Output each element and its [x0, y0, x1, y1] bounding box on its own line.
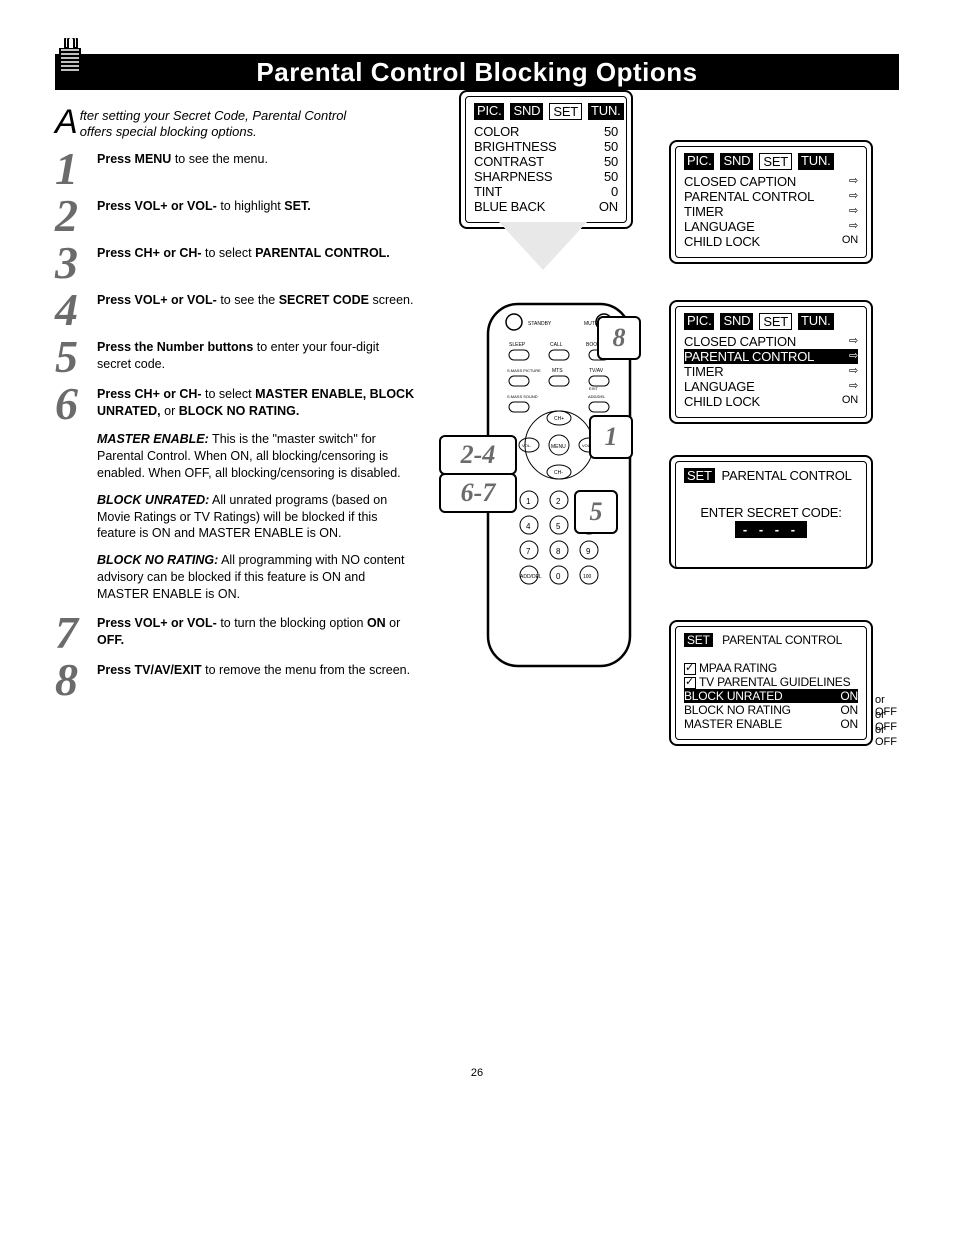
page-title-text: Parental Control Blocking Options	[256, 57, 697, 88]
step-8: 8Press TV/AV/EXIT to remove the menu fro…	[55, 660, 415, 699]
description: BLOCK UNRATED: All unrated programs (bas…	[97, 492, 415, 543]
svg-text:S.MASS PICTURE: S.MASS PICTURE	[507, 368, 541, 373]
book-icon	[55, 38, 87, 78]
description: MASTER ENABLE: This is the "master switc…	[97, 431, 415, 482]
step-4: 4Press VOL+ or VOL- to see the SECRET CO…	[55, 290, 415, 329]
step-1: 1Press MENU to see the menu.	[55, 149, 415, 188]
svg-text:1: 1	[526, 497, 531, 506]
osd-pic-menu: PIC. SND SET TUN. COLOR50BRIGHTNESS50CON…	[459, 90, 633, 229]
description: BLOCK NO RATING: All programming with NO…	[97, 552, 415, 603]
svg-text:8: 8	[556, 547, 561, 556]
step-3: 3Press CH+ or CH- to select PARENTAL CON…	[55, 243, 415, 282]
callout-6-7: 6-7	[439, 473, 517, 513]
svg-text:4: 4	[526, 522, 531, 531]
osd-set-menu-2: PIC. SND SET TUN. CLOSED CAPTION⇨PARENTA…	[669, 300, 873, 424]
page-title-bar: Parental Control Blocking Options	[55, 54, 899, 90]
osd-parental-control: SET PARENTAL CONTROL MPAA RATINGTV PAREN…	[669, 620, 873, 746]
callout-1: 1	[589, 415, 633, 459]
svg-text:ADD/DEL: ADD/DEL	[520, 574, 542, 580]
svg-text:SLEEP: SLEEP	[509, 342, 526, 348]
or-off-3: or OFF	[875, 724, 899, 748]
triangle-pointer	[499, 222, 599, 282]
svg-text:MTS: MTS	[552, 368, 563, 374]
intro-paragraph: After setting your Secret Code, Parental…	[55, 108, 375, 141]
svg-text:CH+: CH+	[554, 416, 564, 422]
svg-text:VOL-: VOL-	[522, 443, 532, 448]
svg-text:2: 2	[556, 497, 561, 506]
svg-text:TV/AV: TV/AV	[589, 368, 604, 374]
callout-5: 5	[574, 490, 618, 534]
svg-text:STANDBY: STANDBY	[528, 321, 552, 327]
svg-text:EXIT: EXIT	[589, 386, 598, 391]
svg-text:S.MASS SOUND: S.MASS SOUND	[507, 394, 538, 399]
page-number: 26	[55, 1067, 899, 1079]
svg-text:7: 7	[526, 547, 531, 556]
step-6: 6Press CH+ or CH- to select MASTER ENABL…	[55, 384, 415, 423]
callout-2-4: 2-4	[439, 435, 517, 475]
svg-text:ADD/DEL: ADD/DEL	[588, 394, 606, 399]
osd-secret-code: SET PARENTAL CONTROL ENTER SECRET CODE: …	[669, 455, 873, 569]
callout-8: 8	[597, 316, 641, 360]
svg-text:100: 100	[583, 574, 592, 580]
svg-text:CALL: CALL	[550, 342, 563, 348]
svg-text:5: 5	[556, 522, 561, 531]
step-7: 7Press VOL+ or VOL- to turn the blocking…	[55, 613, 415, 652]
svg-text:CH-: CH-	[554, 470, 563, 476]
svg-text:0: 0	[556, 572, 561, 581]
step-2: 2Press VOL+ or VOL- to highlight SET.	[55, 196, 415, 235]
osd-set-menu-1: PIC. SND SET TUN. CLOSED CAPTION⇨PARENTA…	[669, 140, 873, 264]
step-5: 5Press the Number buttons to enter your …	[55, 337, 415, 376]
svg-text:9: 9	[586, 547, 591, 556]
svg-text:MENU: MENU	[551, 444, 566, 450]
